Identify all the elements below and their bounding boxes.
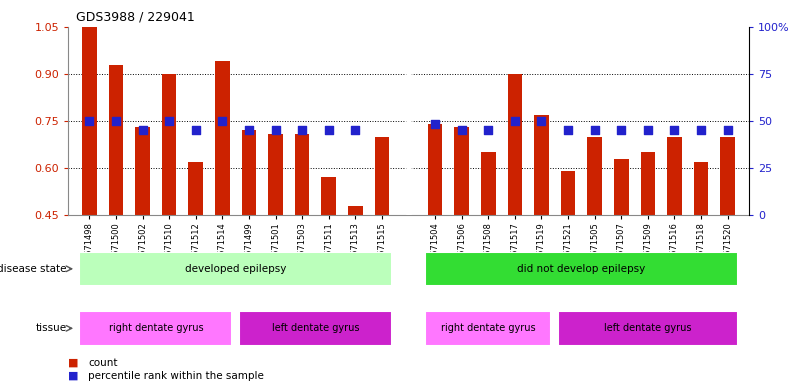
Text: ■: ■ bbox=[68, 371, 78, 381]
Point bbox=[615, 127, 628, 134]
Point bbox=[322, 127, 335, 134]
Point bbox=[110, 118, 123, 124]
Text: developed epilepsy: developed epilepsy bbox=[185, 264, 286, 274]
Text: right dentate gyrus: right dentate gyrus bbox=[441, 323, 536, 333]
Bar bbox=[508, 74, 522, 215]
Bar bbox=[109, 65, 123, 215]
Text: GDS3988 / 229041: GDS3988 / 229041 bbox=[76, 10, 195, 23]
Point bbox=[349, 127, 362, 134]
Bar bbox=[481, 152, 496, 215]
Bar bbox=[348, 206, 363, 215]
Bar bbox=[79, 311, 232, 346]
Bar bbox=[79, 252, 392, 286]
Bar bbox=[425, 252, 738, 286]
Bar bbox=[561, 171, 575, 215]
Point bbox=[668, 127, 681, 134]
Point bbox=[83, 118, 96, 124]
Bar bbox=[82, 27, 97, 215]
Bar bbox=[135, 127, 150, 215]
Point bbox=[721, 127, 734, 134]
Text: percentile rank within the sample: percentile rank within the sample bbox=[88, 371, 264, 381]
Point bbox=[562, 127, 574, 134]
Bar bbox=[428, 124, 442, 215]
Bar bbox=[694, 162, 708, 215]
Bar bbox=[268, 134, 283, 215]
Point bbox=[509, 118, 521, 124]
Bar bbox=[614, 159, 629, 215]
Bar bbox=[720, 137, 735, 215]
Point bbox=[588, 127, 601, 134]
Bar bbox=[558, 311, 738, 346]
Text: disease state: disease state bbox=[0, 264, 66, 274]
Text: right dentate gyrus: right dentate gyrus bbox=[109, 323, 203, 333]
Bar bbox=[321, 177, 336, 215]
Point bbox=[243, 127, 256, 134]
Bar bbox=[295, 134, 309, 215]
Point bbox=[642, 127, 654, 134]
Text: did not develop epilepsy: did not develop epilepsy bbox=[517, 264, 646, 274]
Text: count: count bbox=[88, 358, 118, 368]
Bar bbox=[239, 311, 392, 346]
Bar bbox=[667, 137, 682, 215]
Bar bbox=[188, 162, 203, 215]
Point bbox=[694, 127, 707, 134]
Bar bbox=[641, 152, 655, 215]
Point bbox=[136, 127, 149, 134]
Text: left dentate gyrus: left dentate gyrus bbox=[604, 323, 691, 333]
Bar bbox=[454, 127, 469, 215]
Bar bbox=[425, 311, 551, 346]
Bar bbox=[375, 137, 389, 215]
Point bbox=[455, 127, 468, 134]
Text: tissue: tissue bbox=[35, 323, 66, 333]
Bar bbox=[242, 131, 256, 215]
Point bbox=[216, 118, 229, 124]
Bar bbox=[162, 74, 176, 215]
Bar bbox=[587, 137, 602, 215]
Point bbox=[535, 118, 548, 124]
Point bbox=[189, 127, 202, 134]
Point bbox=[482, 127, 495, 134]
Text: ■: ■ bbox=[68, 358, 78, 368]
Point bbox=[269, 127, 282, 134]
Point bbox=[163, 118, 175, 124]
Bar bbox=[534, 115, 549, 215]
Text: left dentate gyrus: left dentate gyrus bbox=[272, 323, 359, 333]
Point bbox=[296, 127, 308, 134]
Bar bbox=[215, 61, 230, 215]
Point bbox=[429, 121, 441, 127]
